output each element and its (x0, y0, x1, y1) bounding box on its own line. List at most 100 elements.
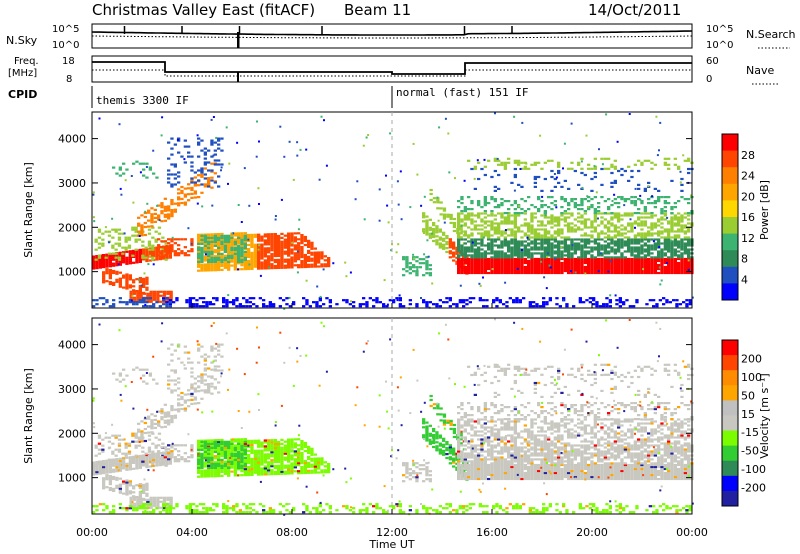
power-cell (136, 292, 140, 295)
power-cell (300, 266, 304, 269)
velocity-cell (203, 373, 207, 376)
power-cell (550, 263, 554, 267)
power-cell (210, 252, 214, 255)
power-cell (587, 238, 591, 241)
power-cell (162, 257, 166, 260)
power-cell (660, 263, 664, 267)
power-cell (517, 252, 521, 255)
power-cell (547, 265, 551, 269)
power-cell (520, 185, 524, 188)
velocity-cells (92, 318, 694, 516)
power-cell (142, 252, 146, 255)
power-cell (190, 250, 194, 253)
power-cell (557, 222, 561, 225)
power-cell (290, 240, 294, 243)
power-cell (493, 218, 497, 221)
power-cell (233, 240, 237, 243)
power-cell (250, 233, 254, 236)
power-cell (398, 305, 402, 308)
power-cell (593, 259, 597, 263)
power-cell (507, 214, 511, 217)
power-cell (303, 239, 307, 243)
power-cell (375, 301, 379, 304)
power-cell (530, 240, 534, 243)
power-cell (210, 258, 214, 261)
power-cell (595, 305, 599, 308)
power-cell (197, 196, 201, 199)
power-cell (547, 257, 551, 261)
power-cell (442, 247, 446, 250)
power-cell (260, 249, 264, 252)
power-cell (467, 246, 471, 249)
power-cell (550, 246, 554, 249)
power-cell (482, 236, 485, 239)
power-cell (600, 167, 604, 171)
power-cell (513, 269, 517, 273)
power-cell (290, 236, 294, 239)
power-cell (643, 263, 647, 267)
power-cell (405, 270, 409, 273)
power-cell (623, 232, 627, 235)
velocity-cell (95, 463, 99, 466)
power-cell (173, 202, 177, 205)
power-cell (580, 246, 584, 249)
power-cell (170, 203, 174, 206)
power-cell (557, 244, 561, 247)
power-cell (550, 242, 554, 245)
power-cell (523, 261, 527, 265)
power-cell (520, 242, 524, 245)
power-cell (142, 301, 146, 304)
power-cell (503, 252, 507, 255)
power-cell (530, 220, 534, 223)
power-cell (477, 267, 481, 271)
power-cell (500, 246, 504, 249)
power-cell (483, 202, 487, 205)
power-cell (217, 251, 221, 254)
power-cell (124, 238, 128, 241)
power-cell (104, 256, 108, 259)
power-cell (630, 271, 634, 275)
power-cell (530, 246, 534, 249)
power-cell (222, 297, 226, 300)
power-cell (593, 238, 597, 241)
power-cell (607, 242, 611, 245)
velocity-cell (111, 450, 115, 453)
power-cell (520, 269, 524, 273)
velocity-cell (125, 483, 129, 486)
power-cell (482, 276, 484, 279)
power-cell (533, 238, 537, 241)
velocity-cell (217, 345, 221, 348)
velocity-cell (151, 450, 155, 453)
power-cell (203, 255, 207, 258)
power-cell (118, 277, 122, 280)
power-cell (470, 220, 474, 223)
velocity-cell (197, 361, 201, 364)
power-cell (557, 261, 561, 265)
velocity-cell (162, 496, 167, 499)
power-cell (480, 242, 484, 245)
power-cell (138, 281, 142, 284)
power-cell (573, 169, 577, 173)
power-cell (503, 238, 507, 241)
velocity-cell (210, 347, 214, 350)
power-cell (470, 167, 474, 171)
velocity-cell (122, 492, 126, 495)
velocity-cell (166, 496, 170, 499)
power-cell (203, 147, 207, 150)
power-cell (438, 236, 442, 239)
power-cell (530, 265, 534, 269)
power-cell (115, 262, 119, 265)
velocity-cell (210, 392, 214, 395)
power-cell (550, 234, 554, 237)
power-cell (227, 258, 231, 261)
velocity-cell (180, 407, 184, 411)
velocity-cell (163, 460, 167, 463)
velocity-cell (170, 417, 174, 420)
power-cell (470, 261, 474, 265)
velocity-cell (132, 495, 136, 498)
power-cell (185, 301, 189, 304)
velocity-cell (121, 438, 125, 441)
power-cell (140, 234, 144, 237)
power-cell (527, 250, 531, 253)
power-cell (657, 242, 661, 245)
